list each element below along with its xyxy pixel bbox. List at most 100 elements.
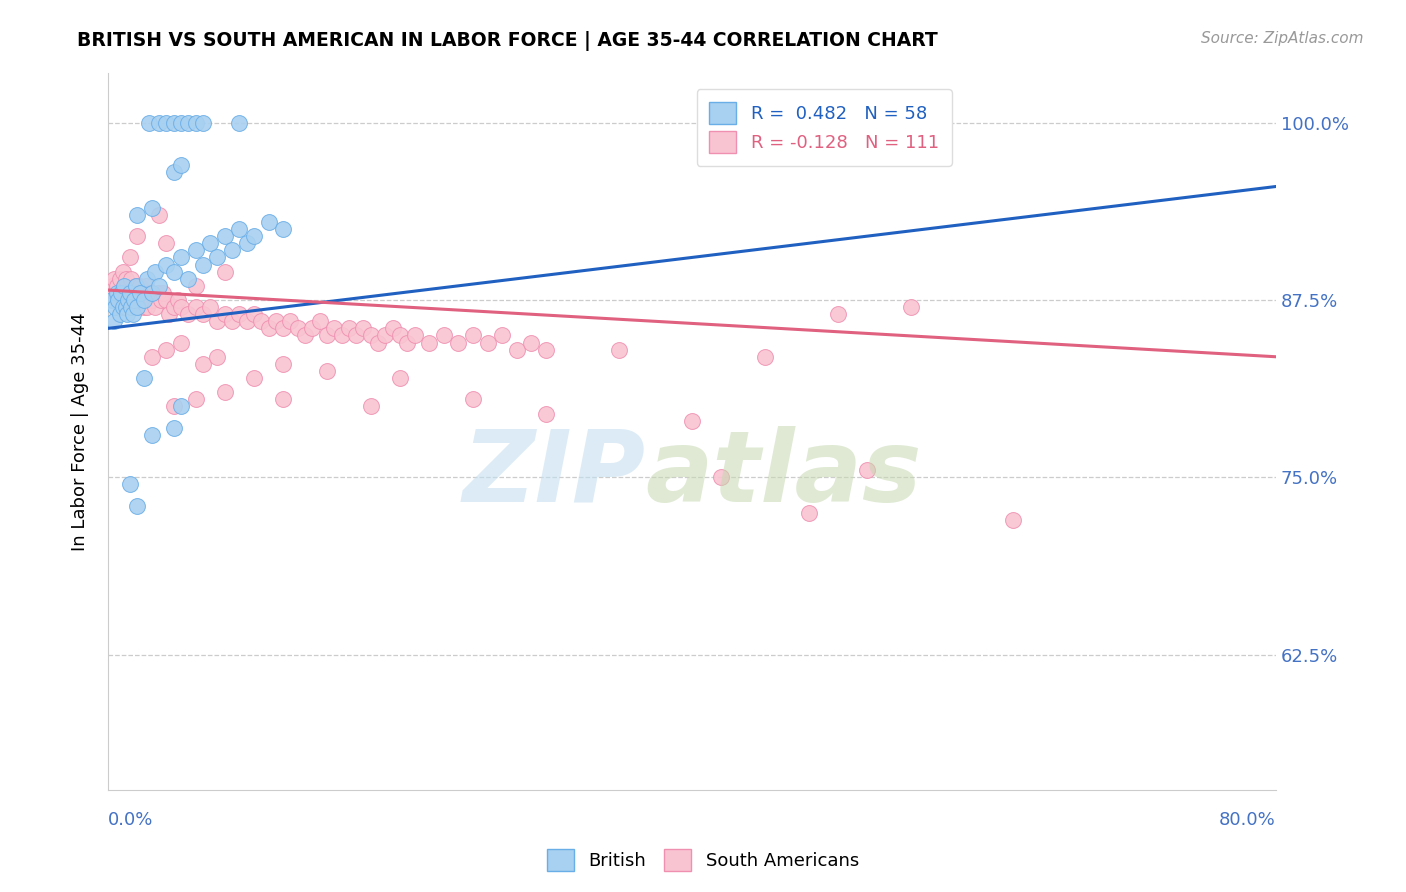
Point	[105, 285, 128, 300]
Point	[120, 300, 142, 314]
Point	[101, 278, 124, 293]
Point	[491, 328, 513, 343]
Point	[167, 293, 190, 307]
Text: Source: ZipAtlas.com: Source: ZipAtlas.com	[1201, 31, 1364, 46]
Point	[221, 314, 243, 328]
Point	[900, 300, 922, 314]
Point	[103, 314, 125, 328]
Point	[214, 229, 236, 244]
Point	[301, 321, 323, 335]
Point	[461, 328, 484, 343]
Point	[107, 293, 129, 307]
Text: atlas: atlas	[645, 425, 922, 523]
Point	[447, 335, 470, 350]
Point	[105, 278, 128, 293]
Point	[374, 328, 396, 343]
Point	[534, 407, 557, 421]
Point	[122, 293, 145, 307]
Point	[170, 400, 193, 414]
Point	[136, 271, 159, 285]
Point	[754, 350, 776, 364]
Point	[184, 115, 207, 129]
Point	[177, 307, 200, 321]
Point	[141, 285, 163, 300]
Point	[115, 285, 138, 300]
Point	[134, 300, 156, 314]
Point	[110, 285, 132, 300]
Point	[221, 244, 243, 258]
Point	[271, 222, 294, 236]
Text: ZIP: ZIP	[463, 425, 645, 523]
Point	[127, 300, 149, 314]
Point	[129, 285, 152, 300]
Point	[117, 293, 139, 307]
Point	[228, 115, 250, 129]
Point	[107, 293, 129, 307]
Point	[353, 321, 375, 335]
Point	[257, 321, 280, 335]
Point	[148, 278, 170, 293]
Point	[114, 300, 136, 314]
Point	[155, 258, 177, 272]
Point	[235, 236, 257, 251]
Point	[287, 321, 309, 335]
Legend: R =  0.482   N = 58, R = -0.128   N = 111: R = 0.482 N = 58, R = -0.128 N = 111	[696, 89, 952, 166]
Point	[111, 265, 134, 279]
Point	[132, 285, 155, 300]
Point	[155, 236, 177, 251]
Point	[112, 278, 135, 293]
Point	[163, 165, 186, 179]
Point	[198, 300, 221, 314]
Point	[170, 115, 193, 129]
Point	[157, 307, 180, 321]
Point	[308, 314, 330, 328]
Legend: British, South Americans: British, South Americans	[540, 842, 866, 879]
Point	[198, 236, 221, 251]
Point	[135, 278, 157, 293]
Text: 0.0%: 0.0%	[108, 811, 153, 829]
Point	[101, 293, 124, 307]
Point	[534, 343, 557, 357]
Point	[143, 265, 166, 279]
Point	[388, 328, 411, 343]
Point	[120, 271, 142, 285]
Point	[111, 300, 134, 314]
Point	[243, 307, 266, 321]
Y-axis label: In Labor Force | Age 35-44: In Labor Force | Age 35-44	[72, 312, 89, 550]
Point	[710, 470, 733, 484]
Point	[141, 293, 163, 307]
Point	[127, 229, 149, 244]
Point	[396, 335, 419, 350]
Point	[280, 314, 302, 328]
Point	[118, 285, 141, 300]
Point	[243, 229, 266, 244]
Point	[149, 293, 172, 307]
Point	[191, 357, 214, 371]
Point	[856, 463, 879, 477]
Point	[607, 343, 630, 357]
Point	[207, 350, 229, 364]
Point	[294, 328, 316, 343]
Point	[121, 307, 143, 321]
Point	[177, 271, 200, 285]
Point	[117, 293, 139, 307]
Point	[271, 357, 294, 371]
Point	[433, 328, 456, 343]
Point	[163, 400, 186, 414]
Point	[163, 420, 186, 434]
Point	[177, 115, 200, 129]
Point	[163, 265, 186, 279]
Point	[1002, 513, 1025, 527]
Point	[271, 321, 294, 335]
Point	[134, 371, 156, 385]
Text: 80.0%: 80.0%	[1219, 811, 1277, 829]
Point	[506, 343, 529, 357]
Point	[108, 307, 131, 321]
Point	[191, 115, 214, 129]
Point	[191, 258, 214, 272]
Point	[337, 321, 360, 335]
Text: BRITISH VS SOUTH AMERICAN IN LABOR FORCE | AGE 35-44 CORRELATION CHART: BRITISH VS SOUTH AMERICAN IN LABOR FORCE…	[77, 31, 938, 51]
Point	[155, 343, 177, 357]
Point	[127, 499, 149, 513]
Point	[141, 427, 163, 442]
